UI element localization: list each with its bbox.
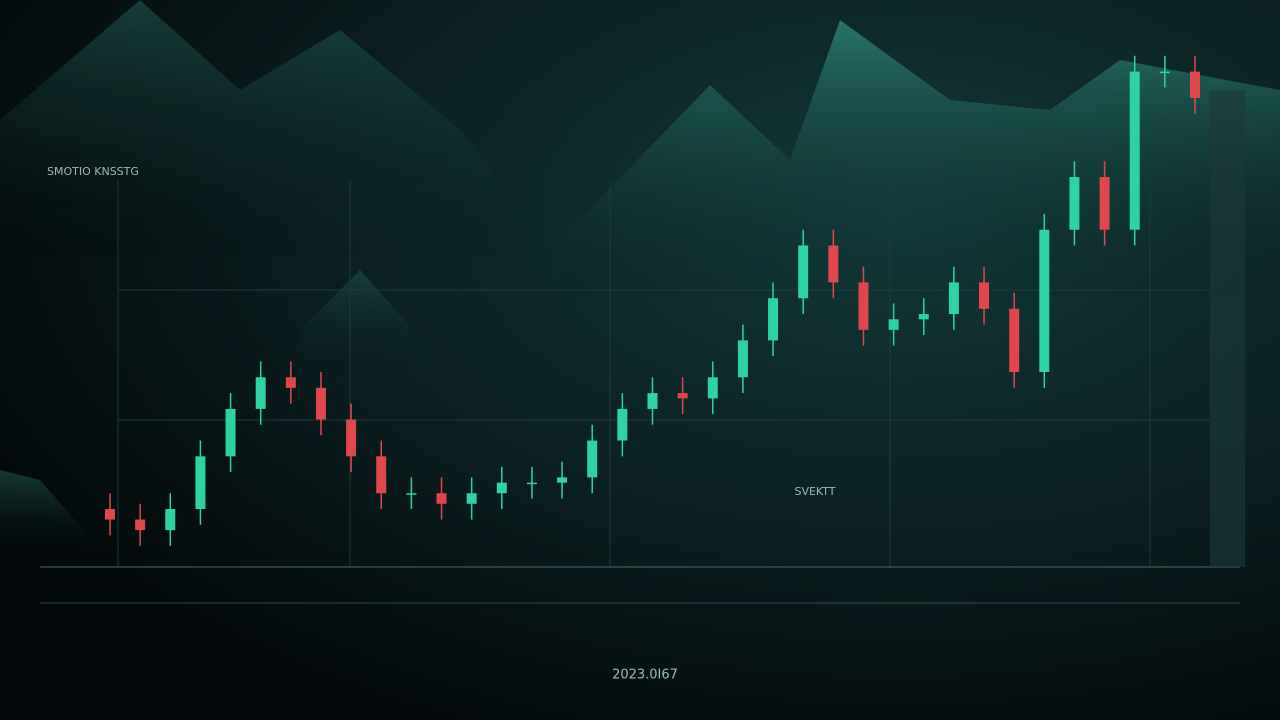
- candle-body: [979, 282, 990, 309]
- candle-body: [858, 282, 869, 330]
- candle-body: [165, 509, 176, 531]
- candle-body: [496, 482, 507, 494]
- candle-body: [1069, 177, 1080, 230]
- candle-body: [677, 393, 688, 399]
- candle-body: [406, 493, 417, 495]
- candle-body: [587, 440, 598, 478]
- candle-body: [436, 493, 447, 504]
- candle-body: [1009, 308, 1020, 373]
- candle-body: [346, 419, 357, 457]
- candle-body: [1129, 71, 1140, 230]
- candle-body: [466, 493, 477, 504]
- candle-body: [647, 393, 658, 409]
- candle-body: [768, 298, 779, 341]
- candle-body: [798, 245, 809, 299]
- candle-body: [526, 482, 537, 485]
- candle-body: [285, 377, 296, 388]
- candle-body: [707, 377, 718, 399]
- chart-title: SMOTIO KNSSTG: [47, 165, 139, 178]
- annotation: SVEKTT: [794, 485, 835, 498]
- candle-body: [1190, 71, 1200, 98]
- candle-body: [255, 377, 266, 409]
- candle-body: [1159, 71, 1170, 74]
- grid: [40, 90, 1245, 604]
- candle-body: [135, 519, 146, 531]
- candle-body: [617, 408, 628, 441]
- candle-body: [828, 245, 839, 283]
- candle-body: [105, 509, 115, 520]
- candle-body: [888, 319, 899, 330]
- candle-body: [918, 314, 929, 320]
- candle-body: [948, 282, 959, 315]
- candle-body: [225, 408, 236, 457]
- mountains: [0, 0, 1280, 560]
- candle-body: [557, 477, 568, 483]
- candle-body: [1099, 177, 1110, 230]
- candle-body: [195, 456, 206, 510]
- footer-label: 2023.0I67: [612, 668, 678, 683]
- candle-body: [315, 387, 326, 420]
- candle-body: [1039, 229, 1050, 373]
- candle-body: [376, 456, 387, 494]
- candle-body: [737, 340, 748, 378]
